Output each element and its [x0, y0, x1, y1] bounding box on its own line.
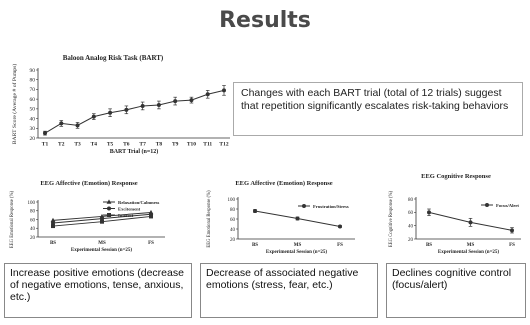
- negative-emotion-summary: Decrease of associated negative emotions…: [200, 263, 378, 318]
- y-axis-label: EEG Emotional Response (%): [207, 190, 212, 248]
- y-tick-label: 60: [30, 218, 36, 223]
- data-point: [468, 220, 473, 225]
- legend-label: Frustration/Stress: [313, 204, 349, 209]
- data-point: [75, 123, 80, 128]
- data-point: [510, 228, 514, 233]
- x-tick-label: T5: [107, 142, 114, 148]
- y-tick-label: 80: [230, 208, 236, 213]
- chart-title: EEG Cognitive Response: [421, 173, 491, 180]
- bart-chart: Baloon Analog Risk Task (BART) 20 30 40 50 60…: [11, 54, 230, 155]
- x-tick-label: MS: [98, 241, 106, 246]
- data-point: [50, 217, 56, 223]
- data-point: [205, 92, 210, 97]
- x-tick-label: T12: [219, 142, 228, 148]
- x-axis-label: Experimental Session (n=25): [266, 250, 328, 255]
- y-tick-label: 80: [30, 210, 36, 215]
- x-tick-label: MS: [294, 243, 302, 248]
- data-point: [51, 221, 55, 225]
- y-tick-label: 60: [408, 211, 414, 216]
- y-tick-label: 90: [30, 68, 36, 74]
- x-tick-label: T10: [187, 142, 196, 148]
- legend-label: Relaxation/Calmness: [118, 200, 160, 205]
- positive-emotion-chart: EEG Affective (Emotion) Response 20 40 60 80…: [10, 180, 165, 253]
- legend-label: Interest: [118, 213, 134, 218]
- legend-marker: [107, 206, 111, 211]
- y-tick-label: 40: [230, 228, 236, 233]
- y-tick-label: 30: [30, 126, 36, 132]
- data-point: [338, 224, 342, 229]
- series-line: [44, 89, 225, 134]
- data-point: [149, 214, 153, 219]
- x-tick-label: T2: [58, 142, 65, 148]
- x-tick-label: T6: [123, 142, 130, 148]
- x-tick-label: T9: [172, 142, 179, 148]
- y-tick-label: 40: [30, 227, 36, 232]
- x-tick-label: T1: [42, 142, 49, 148]
- y-axis-label: BART Score (Average # of Pumps): [11, 64, 18, 145]
- y-tick-label: 60: [30, 97, 36, 103]
- data-point: [100, 216, 104, 221]
- x-tick-label: BS: [426, 243, 432, 248]
- x-tick-label: FS: [148, 241, 154, 246]
- chart-title: EEG Affective (Emotion) Response: [40, 180, 137, 187]
- y-tick-label: 80: [408, 198, 414, 203]
- data-point: [108, 110, 113, 115]
- x-tick-label: T4: [91, 142, 98, 148]
- y-tick-label: 40: [30, 116, 36, 122]
- negative-emotion-chart: EEG Affective (Emotion) Response 20 40 60 80…: [207, 180, 355, 255]
- data-point: [91, 114, 96, 119]
- chart-title: Baloon Analog Risk Task (BART): [63, 54, 164, 62]
- data-point: [173, 99, 178, 104]
- y-tick-label: 50: [30, 107, 36, 113]
- x-axis-label: Experimental Session (n=25): [71, 248, 133, 253]
- data-point: [189, 98, 194, 103]
- x-tick-label: T7: [139, 142, 146, 148]
- data-point: [253, 209, 257, 213]
- legend-label: Focus/Alert: [496, 203, 519, 208]
- data-point: [43, 131, 47, 136]
- positive-emotion-summary: Increase positive emotions (decrease of …: [4, 263, 192, 318]
- y-tick-label: 60: [230, 218, 236, 223]
- data-point: [222, 88, 226, 93]
- y-tick-label: 100: [28, 201, 36, 206]
- data-point: [427, 210, 431, 215]
- x-tick-label: BS: [252, 243, 258, 248]
- cognitive-summary: Declines cognitive control (focus/alert): [386, 263, 526, 318]
- y-tick-label: 20: [30, 136, 36, 142]
- chart-title: EEG Affective (Emotion) Response: [235, 180, 332, 187]
- data-point: [59, 121, 64, 126]
- y-tick-label: 40: [408, 224, 414, 229]
- x-tick-label: T3: [74, 142, 81, 148]
- y-axis-label: EEG Emotional Response (%): [10, 190, 15, 248]
- x-tick-label: MS: [467, 243, 475, 248]
- data-point: [124, 107, 129, 112]
- x-axis-label: Experimental Session (n=25): [438, 250, 500, 255]
- y-tick-label: 20: [408, 238, 414, 243]
- legend-label: Excitement: [118, 206, 141, 211]
- data-point: [51, 224, 55, 229]
- page-title: Results: [219, 8, 311, 33]
- y-tick-label: 100: [228, 198, 236, 203]
- y-tick-label: 70: [30, 87, 36, 93]
- data-point: [140, 103, 145, 108]
- x-tick-label: FS: [337, 243, 343, 248]
- x-tick-label: T11: [203, 142, 212, 148]
- y-tick-label: 80: [30, 78, 36, 84]
- y-axis-label: EEG Cognitive Response (%): [389, 191, 394, 248]
- y-tick-label: 20: [30, 236, 36, 241]
- data-point: [100, 219, 104, 224]
- cognitive-chart: EEG Cognitive Response 20 40 60 80 BS MS FS Expe…: [389, 173, 521, 255]
- x-axis-label: BART Trial (n=12): [110, 148, 159, 155]
- x-tick-label: BS: [50, 241, 56, 246]
- x-tick-label: T8: [156, 142, 163, 148]
- legend-marker: [106, 199, 112, 204]
- legend-marker: [485, 203, 489, 207]
- data-point: [295, 216, 300, 221]
- bart-callout: Changes with each BART trial (total of 1…: [233, 82, 523, 136]
- y-tick-label: 20: [230, 238, 236, 243]
- x-tick-label: FS: [509, 243, 515, 248]
- legend-marker: [107, 213, 111, 217]
- legend-marker: [302, 204, 306, 208]
- data-point: [156, 102, 161, 107]
